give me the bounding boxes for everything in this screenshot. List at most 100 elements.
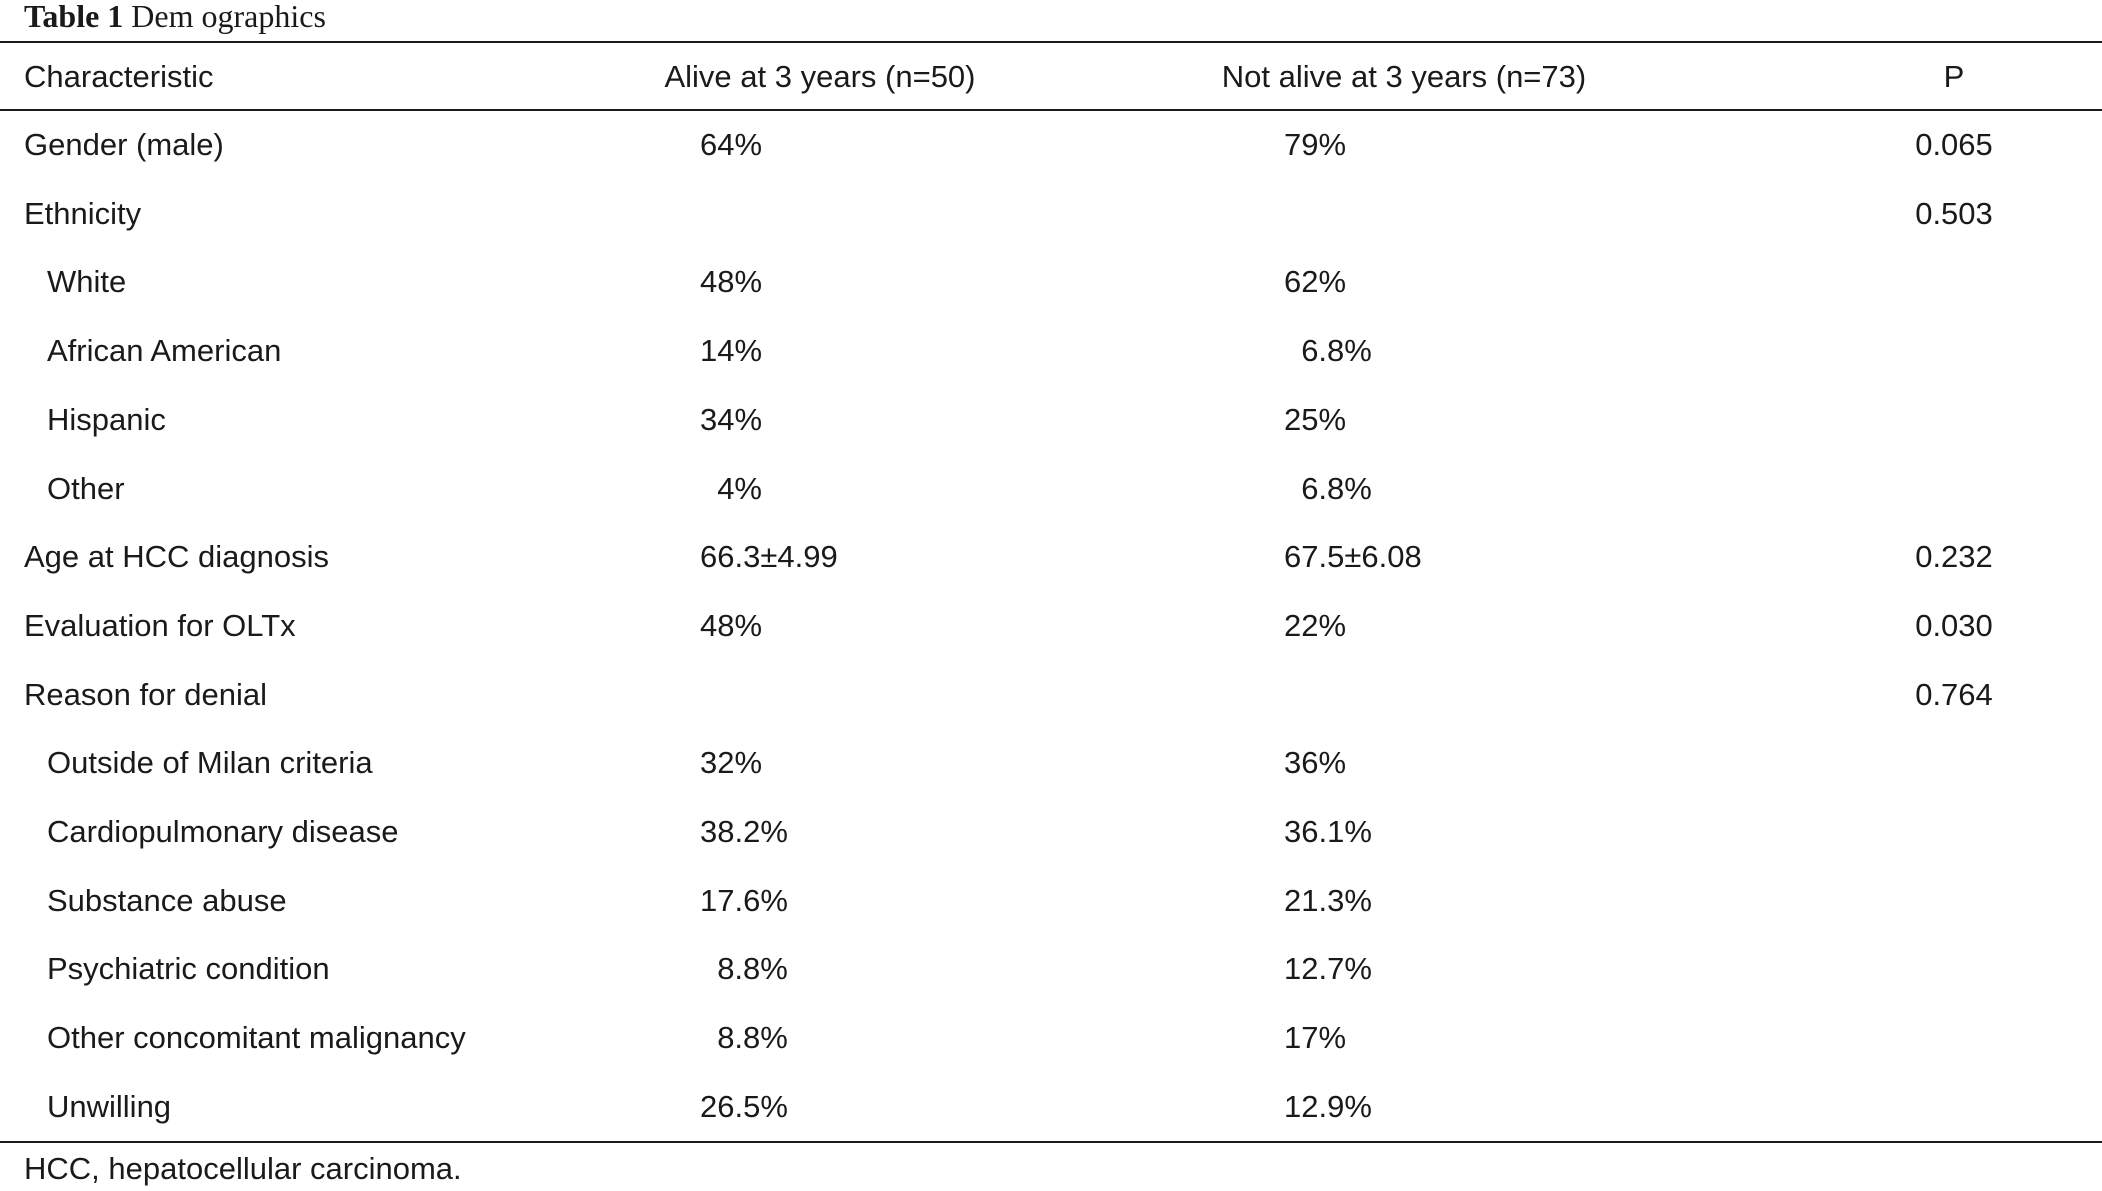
cell-alive: 32% [700, 729, 940, 797]
cell-not-alive-value: 6.8% [1301, 333, 1372, 369]
row-label: Other concomitant malignancy [47, 1020, 466, 1056]
cell-alive: 48% [700, 248, 940, 316]
cell-not-alive: 62% [1284, 248, 1524, 316]
row-label: Outside of Milan criteria [47, 745, 373, 781]
table-caption-text: Dem ographics [131, 0, 326, 34]
row-label: White [47, 264, 127, 300]
cell-alive-value: 14% [700, 333, 763, 369]
row-label: Substance abuse [47, 882, 287, 918]
cell-not-alive-value: 79% [1284, 127, 1347, 162]
cell-p-value: 0.065 [1915, 127, 1993, 162]
cell-not-alive-value: 17% [1284, 1020, 1347, 1056]
table-row: Hispanic 34% 25% [0, 386, 2102, 454]
table-header-rule [0, 109, 2102, 111]
cell-alive-value: 8.8% [717, 1020, 788, 1056]
table-row: African American 14% 6.8% [0, 317, 2102, 385]
cell-not-alive-value: 25% [1284, 401, 1347, 437]
cell-alive: 38.2% [700, 798, 940, 866]
table-caption: Table 1 Dem ographics [24, 0, 326, 34]
cell-alive-value: 8.8% [717, 951, 788, 987]
row-label: Reason for denial [24, 676, 267, 712]
cell-not-alive-value: 12.9% [1284, 1088, 1372, 1124]
cell-not-alive-value: 67.5±6.08 [1284, 539, 1422, 575]
row-label: African American [47, 333, 282, 369]
table-row: Outside of Milan criteria 32% 36% [0, 729, 2102, 797]
cell-alive-value: 17.6% [700, 882, 788, 918]
row-label: Unwilling [47, 1088, 172, 1124]
cell-not-alive-value: 6.8% [1301, 470, 1372, 506]
cell-not-alive-value: 22% [1284, 607, 1347, 643]
cell-not-alive-value: 36% [1284, 745, 1347, 781]
cell-not-alive: 12.7% [1284, 935, 1524, 1003]
table-row: Age at HCC diagnosis 66.3±4.99 67.5±6.08 0.… [0, 523, 2102, 591]
cell-not-alive: 67.5±6.08 [1284, 523, 1524, 591]
table-footnote: HCC, hepatocellular carcinoma. [24, 1151, 462, 1186]
cell-alive: 8.8% [700, 1004, 940, 1072]
cell-not-alive: 6.8% [1284, 455, 1524, 523]
row-label: Other [47, 470, 125, 506]
cell-alive: 64% [700, 111, 940, 179]
cell-not-alive: 25% [1284, 386, 1524, 454]
cell-alive-value: 64% [700, 127, 763, 162]
cell-p-value: 0.232 [1915, 539, 1993, 575]
table-header-row: Characteristic Alive at 3 years (n=50) N… [0, 53, 2102, 101]
header-p: P [1943, 59, 1965, 94]
table-top-rule [0, 41, 2102, 43]
row-label: Age at HCC diagnosis [24, 539, 329, 575]
cell-not-alive: 21.3% [1284, 867, 1524, 935]
table-row: Reason for denial 0.764 [0, 661, 2102, 729]
cell-p-value: 0.030 [1915, 607, 1993, 643]
cell-not-alive [1284, 661, 1524, 729]
cell-alive-value: 32% [700, 745, 763, 781]
cell-not-alive-value: 21.3% [1284, 882, 1372, 918]
header-characteristic: Characteristic [24, 59, 214, 94]
cell-alive-value: 48% [700, 607, 763, 643]
cell-alive-value: 66.3±4.99 [700, 539, 838, 575]
row-label: Gender (male) [24, 127, 224, 162]
cell-not-alive-value: 12.7% [1284, 951, 1372, 987]
cell-not-alive: 6.8% [1284, 317, 1524, 385]
cell-not-alive: 12.9% [1284, 1073, 1524, 1141]
cell-alive [700, 661, 940, 729]
cell-alive: 17.6% [700, 867, 940, 935]
cell-not-alive-value: 36.1% [1284, 814, 1372, 849]
table-row: Other concomitant malignancy 8.8% 17% [0, 1004, 2102, 1072]
row-label: Evaluation for OLTx [24, 607, 296, 643]
cell-alive: 26.5% [700, 1073, 940, 1141]
cell-p-value: 0.503 [1915, 195, 1993, 231]
header-alive: Alive at 3 years (n=50) [664, 59, 976, 94]
row-label: Ethnicity [24, 195, 142, 231]
cell-not-alive: 17% [1284, 1004, 1524, 1072]
cell-alive: 66.3±4.99 [700, 523, 940, 591]
cell-not-alive [1284, 180, 1524, 248]
table-row: Substance abuse 17.6% 21.3% [0, 867, 2102, 935]
cell-alive-value: 38.2% [700, 814, 788, 849]
cell-alive: 8.8% [700, 935, 940, 1003]
row-label: Cardiopulmonary disease [47, 814, 399, 849]
header-not-alive: Not alive at 3 years (n=73) [1221, 59, 1587, 94]
cell-not-alive: 36.1% [1284, 798, 1524, 866]
table-row: Psychiatric condition 8.8% 12.7% [0, 935, 2102, 1003]
cell-alive [700, 180, 940, 248]
cell-not-alive: 79% [1284, 111, 1524, 179]
row-label: Hispanic [47, 401, 166, 437]
table-row: White 48% 62% [0, 248, 2102, 316]
table-bottom-rule [0, 1141, 2102, 1143]
cell-alive: 14% [700, 317, 940, 385]
cell-alive: 4% [700, 455, 940, 523]
row-label: Psychiatric condition [47, 951, 330, 987]
cell-alive-value: 4% [717, 470, 762, 506]
table-row: Ethnicity 0.503 [0, 180, 2102, 248]
cell-alive: 34% [700, 386, 940, 454]
cell-alive-value: 34% [700, 401, 763, 437]
table-row: Other 4% 6.8% [0, 455, 2102, 523]
table-row: Unwilling 26.5% 12.9% [0, 1073, 2102, 1141]
cell-alive-value: 48% [700, 264, 763, 300]
cell-alive-value: 26.5% [700, 1088, 788, 1124]
cell-p-value: 0.764 [1915, 676, 1993, 712]
table-row: Gender (male) 64% 79% 0.065 [0, 111, 2102, 179]
table-row: Evaluation for OLTx 48% 22% 0.030 [0, 592, 2102, 660]
cell-not-alive: 22% [1284, 592, 1524, 660]
table-row: Cardiopulmonary disease 38.2% 36.1% [0, 798, 2102, 866]
cell-not-alive: 36% [1284, 729, 1524, 797]
